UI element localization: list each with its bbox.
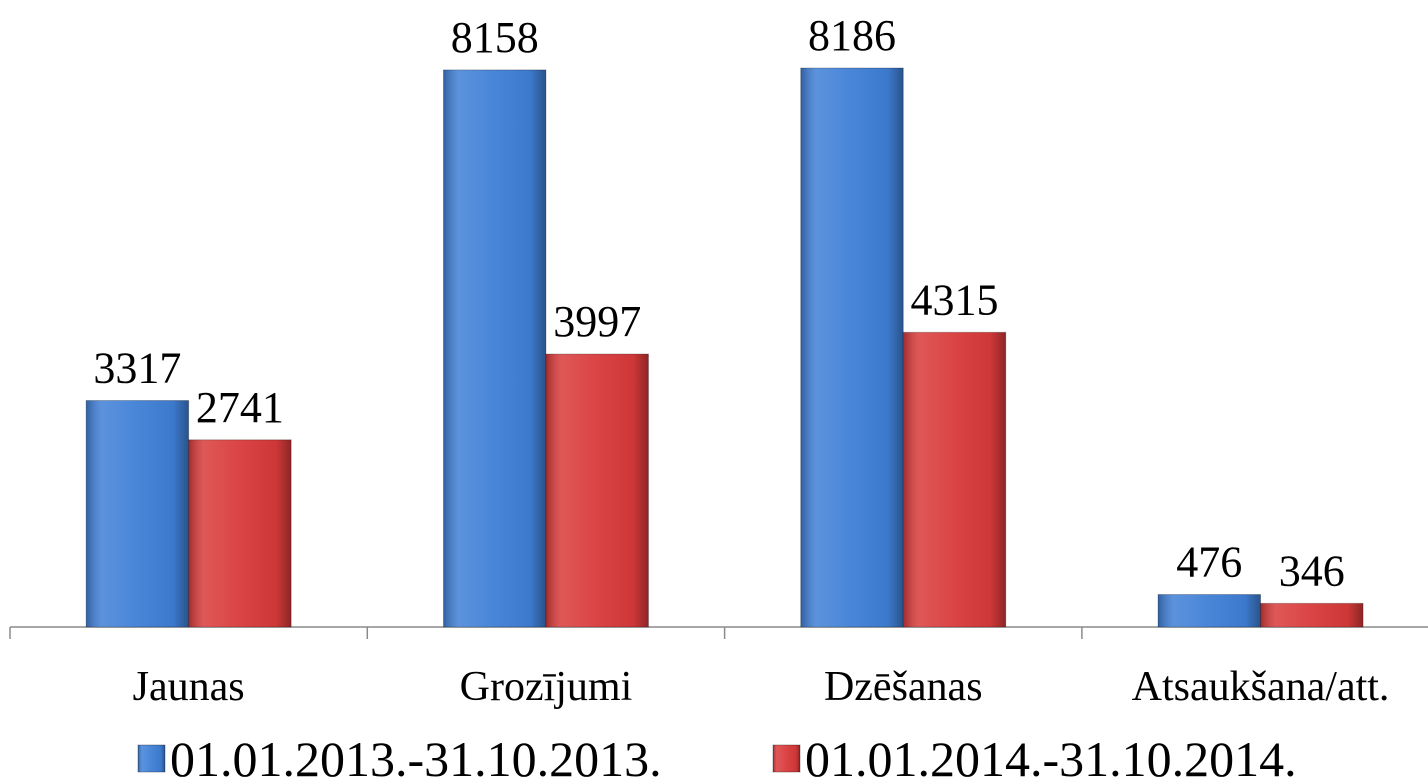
bar-shade (188, 439, 292, 627)
x-tick-label: Jaunas (133, 664, 245, 710)
bar-shade (1158, 594, 1261, 627)
bar-shade (86, 400, 189, 627)
bar-shade (545, 354, 649, 627)
bar-shade (443, 69, 546, 627)
value-label: 3317 (93, 343, 181, 392)
value-label: 8158 (451, 13, 539, 62)
x-tick-label: Grozījumi (460, 664, 633, 710)
legend-label: 01.01.2014.-31.10.2014. (805, 731, 1297, 784)
bar-shade (903, 332, 1006, 627)
bar-shade (1260, 603, 1364, 627)
legend-swatch-shade (773, 745, 800, 772)
value-label: 346 (1279, 546, 1345, 595)
x-tick-label: Atsaukšana/att. (1132, 664, 1390, 710)
plot-area: Jaunas 3317 2741 Grozījumi 8158 3997 Dzēšanas 8… (9, 11, 1428, 784)
value-label: 8186 (808, 11, 896, 60)
value-label: 476 (1176, 537, 1242, 586)
bar-shade (800, 68, 904, 627)
legend-label: 01.01.2013.-31.10.2013. (170, 731, 662, 784)
value-label: 4315 (911, 275, 999, 324)
value-label: 2741 (196, 383, 284, 432)
x-tick-label: Dzēšanas (824, 664, 983, 710)
legend-swatch-shade (138, 745, 165, 772)
value-label: 3997 (553, 297, 641, 346)
